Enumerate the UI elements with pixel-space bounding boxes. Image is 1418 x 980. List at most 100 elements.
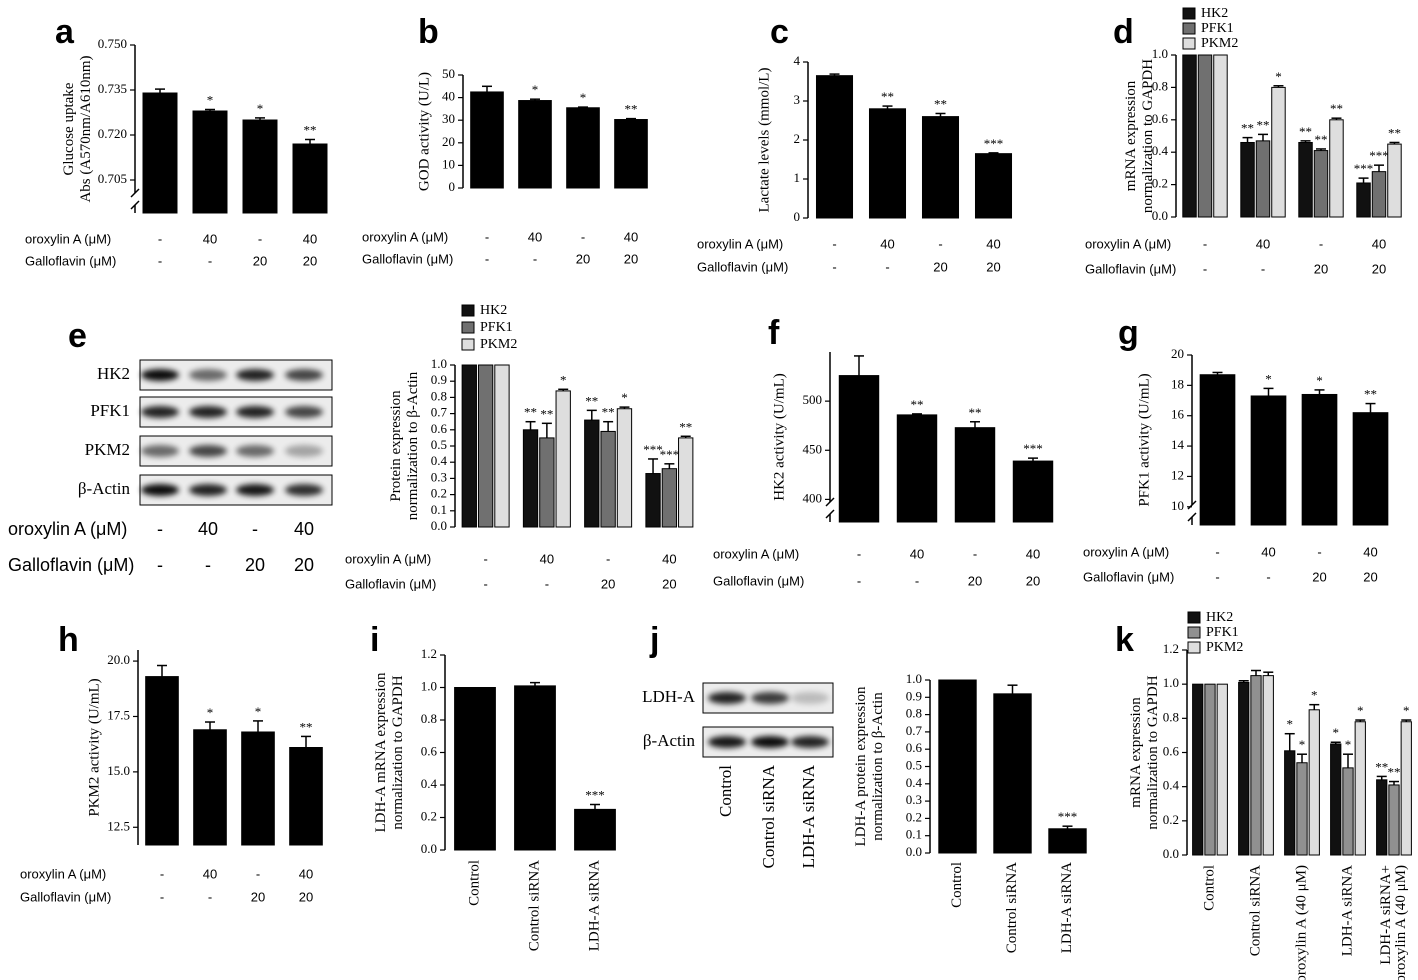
- significance: *: [207, 92, 214, 107]
- condition-value: -: [832, 236, 836, 251]
- y-tick-label: 14: [1171, 437, 1185, 452]
- legend-label: HK2: [480, 303, 507, 318]
- bar: [461, 364, 477, 528]
- bar: [193, 729, 227, 846]
- significance: **: [540, 406, 553, 421]
- y-axis-label: mRNA expression: [1123, 80, 1139, 191]
- blot-band: [189, 369, 227, 381]
- y-tick-label: 0.1: [431, 502, 447, 517]
- condition-value: -: [973, 546, 977, 561]
- bar: [1400, 721, 1412, 856]
- panel-letter: e: [68, 317, 87, 355]
- y-tick-label: 0.6: [1152, 111, 1169, 126]
- bar: [921, 116, 960, 219]
- bar: [974, 153, 1013, 219]
- bar: [1048, 828, 1087, 854]
- blot-band: [791, 692, 829, 704]
- condition-value: -: [158, 253, 162, 268]
- legend-label: HK2: [1206, 610, 1233, 625]
- condition-value: -: [160, 866, 164, 881]
- bar: [242, 119, 278, 214]
- condition-value: -: [485, 229, 489, 244]
- y-tick-label: 1.0: [431, 356, 447, 371]
- y-tick-label: 0.720: [98, 126, 127, 141]
- blot-label: HK2: [97, 364, 130, 383]
- bar: [1182, 54, 1197, 218]
- condition-value: -: [208, 253, 212, 268]
- blot-label: PFK1: [90, 401, 130, 420]
- significance: ***: [585, 787, 605, 802]
- y-tick-label: 1.0: [906, 671, 922, 686]
- blot-band: [285, 484, 323, 496]
- legend-label: PKM2: [1206, 640, 1243, 655]
- significance: **: [625, 102, 638, 117]
- condition-value: -: [1203, 261, 1207, 276]
- bar: [838, 375, 880, 523]
- condition-value: 20: [303, 253, 317, 268]
- blot-band: [189, 484, 227, 496]
- condition-value: -: [256, 866, 260, 881]
- condition-value: 40: [1261, 544, 1275, 559]
- blot-band: [236, 445, 274, 457]
- condition-label: oroxylin A (μM): [20, 866, 106, 881]
- panel-letter: d: [1113, 13, 1134, 51]
- y-tick-label: 0.4: [431, 453, 448, 468]
- y-axis-label: normalization to GAPDH: [390, 675, 406, 829]
- legend-swatch: [461, 338, 475, 351]
- condition-value: 20: [1363, 569, 1377, 584]
- blot-band: [189, 445, 227, 457]
- condition-label: oroxylin A (μM): [25, 231, 111, 246]
- legend-swatch: [1187, 626, 1201, 639]
- condition-value: -: [485, 251, 489, 266]
- condition-value: -: [1266, 569, 1270, 584]
- blot-band: [189, 406, 227, 418]
- bar: [514, 685, 556, 851]
- blot-band: [141, 369, 179, 381]
- condition-value: -: [832, 259, 836, 274]
- significance: *: [1299, 737, 1306, 752]
- bar: [1204, 683, 1216, 856]
- condition-label: Galloflavin (μM): [713, 573, 804, 588]
- bar: [192, 110, 228, 214]
- bar: [954, 427, 996, 523]
- condition-value: -: [533, 251, 537, 266]
- axis-break: [130, 188, 140, 198]
- bar: [494, 364, 510, 528]
- x-tick-label: Control siRNA: [1004, 862, 1020, 953]
- condition-value: 40: [662, 551, 676, 566]
- y-tick-label: 0.705: [98, 171, 127, 186]
- blot-condition-value: -: [252, 519, 258, 539]
- significance: ***: [1369, 148, 1389, 163]
- y-tick-label: 18: [1171, 376, 1184, 391]
- condition-value: 20: [576, 251, 590, 266]
- y-tick-label: 1.2: [1163, 641, 1179, 656]
- significance: *: [1275, 69, 1282, 84]
- y-tick-label: 0.2: [906, 809, 922, 824]
- blot-band: [141, 406, 179, 418]
- y-tick-label: 0.6: [421, 743, 438, 758]
- significance: ***: [1058, 809, 1078, 824]
- significance: **: [1364, 387, 1377, 402]
- y-tick-label: 0.8: [1152, 78, 1168, 93]
- condition-value: 20: [662, 576, 676, 591]
- significance: **: [969, 405, 982, 420]
- y-tick-label: 0.4: [1152, 143, 1169, 158]
- significance: **: [1257, 117, 1270, 132]
- y-axis-label: LDH-A mRNA expression: [373, 672, 389, 832]
- blot-band: [236, 369, 274, 381]
- y-tick-label: 500: [803, 392, 823, 407]
- x-tick-label: oroxylin A (40 μM): [1293, 865, 1309, 980]
- y-tick-label: 1.2: [421, 646, 437, 661]
- bar: [614, 119, 648, 189]
- condition-value: 20: [601, 576, 615, 591]
- bar: [1255, 140, 1271, 218]
- panel: d mRNA expression normalization to GAPDH0.…: [1085, 6, 1402, 276]
- blot-band: [708, 736, 746, 748]
- legend-label: PFK1: [480, 320, 513, 335]
- condition-value: -: [1215, 569, 1219, 584]
- significance: *: [1265, 371, 1272, 386]
- condition-value: -: [1317, 544, 1321, 559]
- y-tick-label: 1.0: [1163, 675, 1179, 690]
